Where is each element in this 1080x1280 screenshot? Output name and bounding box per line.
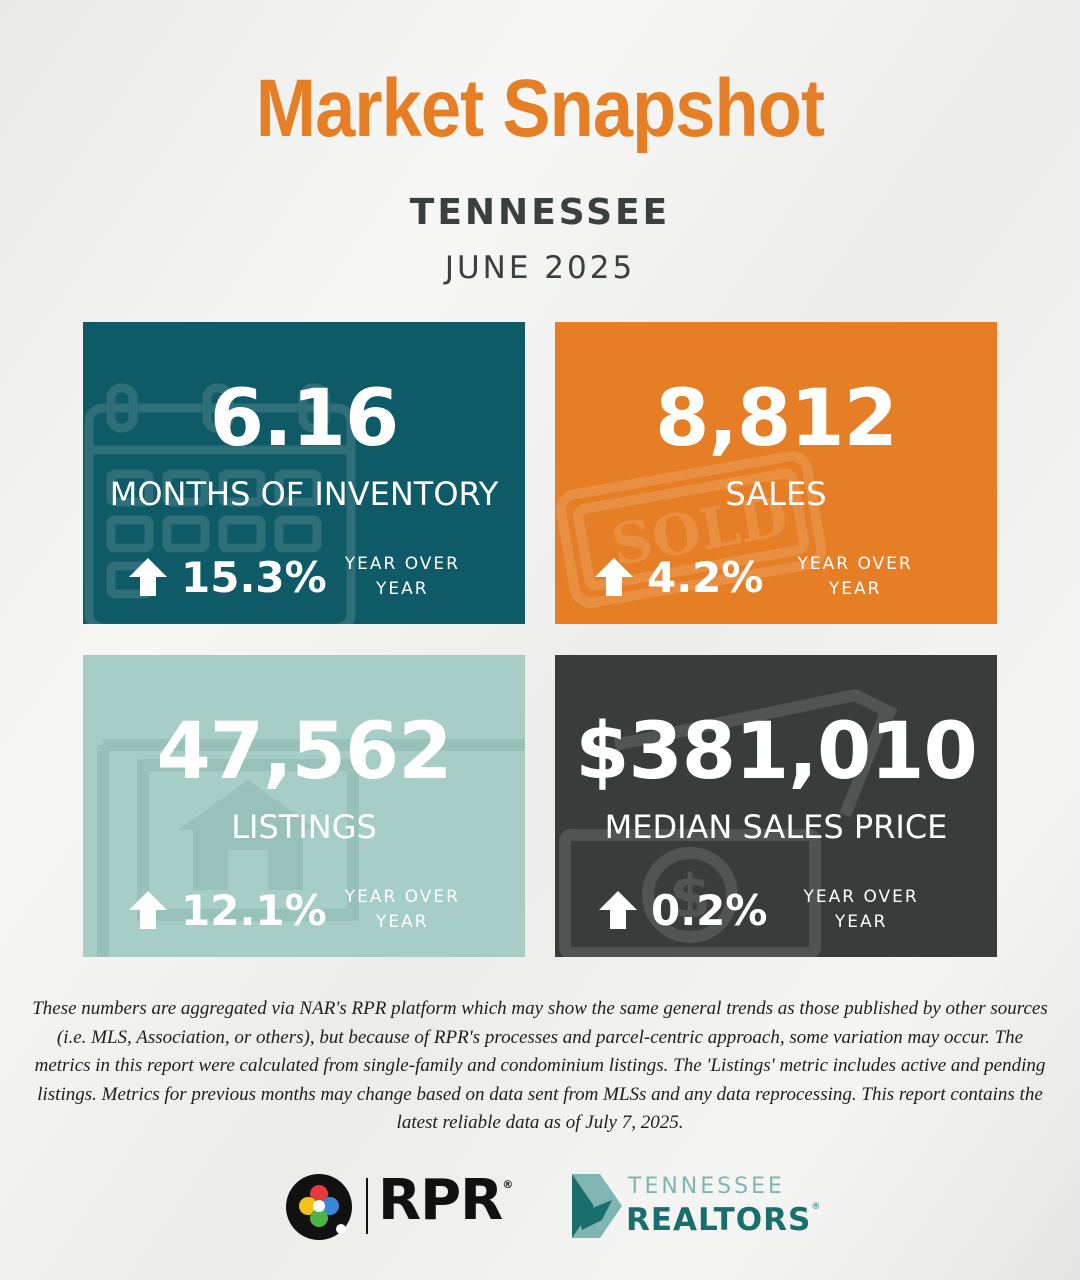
footer-logos: RPR® TENNESSEE REALTORS®: [0, 1168, 1080, 1248]
listings-change-label: YEAR OVER YEAR: [344, 887, 460, 932]
house-sign-icon: [97, 739, 525, 957]
tennessee-realtors-line2: REALTORS®: [626, 1202, 822, 1238]
sales-label: SALES: [725, 475, 827, 513]
listings-card: 47,562 LISTINGS 12.1% YEAR OVER YEAR: [83, 655, 525, 957]
page-title: Market Snapshot: [255, 63, 825, 154]
tennessee-realtors-line1: TENNESSEE: [628, 1174, 785, 1199]
sales-value: 8,812: [655, 374, 898, 464]
calendar-icon: [84, 383, 356, 624]
tennessee-realtors-logo-icon: [572, 1174, 622, 1238]
sold-stamp-icon: SOLD: [555, 451, 827, 608]
listings-change-value: 12.1%: [181, 885, 327, 935]
median-sales-price-change: 0.2% YEAR OVER YEAR: [599, 883, 919, 937]
dollar-bill-icon: $: [559, 688, 898, 957]
months-of-inventory-change-value: 15.3%: [181, 552, 327, 602]
rpr-logo-text: RPR®: [378, 1168, 513, 1233]
state-name: TENNESSEE: [409, 192, 671, 233]
sales-card: SOLD 8,812 SALES 4.2% YEAR OVER YEAR: [555, 322, 997, 624]
months-of-inventory-label: MONTHS OF INVENTORY: [109, 475, 499, 513]
rpr-logo-icon: [286, 1174, 352, 1240]
sales-change-value: 4.2%: [647, 552, 764, 602]
report-period: JUNE 2025: [444, 250, 636, 286]
median-sales-price-change-value: 0.2%: [651, 885, 768, 935]
median-sales-price-card: $ $381,010 MEDIAN SALES PRICE 0.2% YEAR …: [555, 655, 997, 957]
logo-divider: [366, 1178, 368, 1234]
disclaimer-text: These numbers are aggregated via NAR's R…: [32, 998, 1048, 1133]
sales-change: 4.2% YEAR OVER YEAR: [595, 550, 913, 604]
months-of-inventory-change-label: YEAR OVER YEAR: [344, 554, 460, 599]
months-of-inventory-value: 6.16: [209, 374, 399, 464]
arrow-up-icon: [595, 558, 633, 596]
median-sales-price-change-label: YEAR OVER YEAR: [803, 887, 919, 932]
median-sales-price-value: $381,010: [575, 707, 978, 797]
sales-change-label: YEAR OVER YEAR: [797, 554, 913, 599]
arrow-up-icon: [599, 891, 637, 929]
svg-text:$: $: [669, 862, 711, 932]
months-of-inventory-change: 15.3% YEAR OVER YEAR: [129, 550, 460, 604]
months-of-inventory-card: 6.16 MONTHS OF INVENTORY 15.3% YEAR OVER…: [83, 322, 525, 624]
listings-value: 47,562: [156, 707, 453, 797]
median-sales-price-label: MEDIAN SALES PRICE: [604, 808, 948, 846]
arrow-up-icon: [129, 558, 167, 596]
arrow-up-icon: [129, 891, 167, 929]
listings-label: LISTINGS: [231, 808, 377, 846]
listings-change: 12.1% YEAR OVER YEAR: [129, 883, 460, 937]
